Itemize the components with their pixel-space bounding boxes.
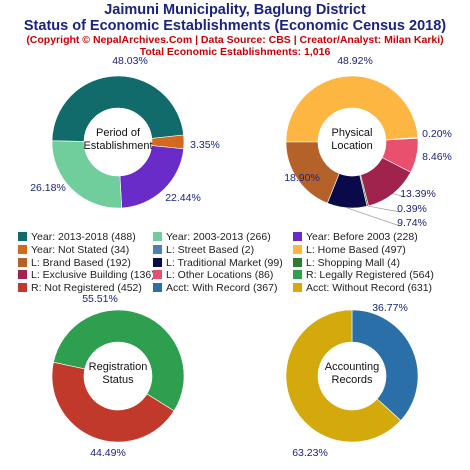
pct-label-year-2003-2013: 26.18% (30, 182, 66, 194)
leader-line (367, 205, 401, 213)
legend-swatch (293, 270, 302, 280)
pct-label-year-before-2003: 22.44% (165, 192, 201, 204)
legend-label: L: Exclusive Building (136) (31, 269, 155, 282)
slice-r-legally-registered (53, 309, 185, 412)
chart-center-title: Location (331, 140, 373, 152)
pct-label-l-traditional-market: 13.39% (400, 188, 436, 200)
legend-swatch (18, 283, 27, 293)
legend-item-year-2013-2018: Year: 2013-2018 (488) (18, 231, 136, 243)
pct-label-acct-with-record: 36.77% (372, 302, 408, 314)
legend-label: L: Traditional Market (99) (166, 256, 283, 269)
legend-label: Year: 2013-2018 (488) (31, 231, 136, 243)
legend-item-year-not-stated: Year: Not Stated (34) (18, 244, 129, 256)
legend-swatch (18, 257, 27, 267)
legend-label: Acct: Without Record (631) (306, 282, 433, 295)
legend-swatch (293, 257, 302, 267)
pct-label-l-exclusive-building: 8.46% (422, 151, 452, 163)
legend-item-acct-with-record: Acct: With Record (367) (153, 282, 277, 294)
legend-label: Year: Not Stated (34) (31, 243, 130, 256)
donut-hole (318, 108, 386, 176)
chart-center-title: Records (332, 374, 373, 386)
legend-label: R: Not Registered (452) (31, 282, 142, 295)
pct-label-l-street-based: 0.20% (422, 128, 452, 140)
legend-item-r-not-registered: R: Not Registered (452) (18, 282, 142, 294)
chart-center-title: Accounting (325, 361, 379, 373)
legend-label: Year: Before 2003 (228) (306, 231, 418, 243)
legend-item-l-other-locations: L: Other Locations (86) (153, 269, 273, 281)
pct-label-r-not-registered: 44.49% (90, 447, 126, 459)
legend-swatch (293, 283, 302, 293)
chart-center-title: Period of (96, 127, 141, 139)
legend-swatch (293, 244, 302, 254)
legend-item-year-2003-2013: Year: 2003-2013 (266) (153, 231, 271, 243)
legend-swatch (153, 244, 162, 254)
chart-center-title: Establishment (83, 140, 152, 152)
legend-label: Acct: With Record (367) (166, 282, 278, 295)
pct-label-year-2013-2018: 48.03% (112, 55, 148, 67)
legend-item-l-home-based: L: Home Based (497) (293, 244, 406, 256)
donut-hole (318, 342, 386, 410)
legend-item-acct-without-record: Acct: Without Record (631) (293, 282, 432, 294)
legend-label: Year: 2003-2013 (266) (166, 231, 271, 243)
legend-swatch (153, 232, 162, 241)
pct-label-l-shopping-mall: 0.39% (397, 203, 427, 215)
leader-line (393, 193, 406, 198)
chart-title: Jaimuni Municipality, Baglung District (104, 2, 366, 18)
chart-center-title: Registration (89, 361, 148, 373)
legend-item-year-before-2003: Year: Before 2003 (228) (293, 231, 418, 243)
legend-swatch (18, 244, 27, 254)
legend-item-l-brand-based: L: Brand Based (192) (18, 257, 131, 269)
legend-swatch (18, 232, 27, 241)
chart-center-title: Status (102, 374, 134, 386)
pct-label-l-home-based: 48.92% (337, 55, 373, 67)
pct-label-l-other-locations: 9.74% (397, 217, 427, 229)
legend-item-l-traditional-market: L: Traditional Market (99) (153, 257, 283, 269)
donut-hole (84, 342, 152, 410)
legend-swatch (293, 232, 302, 241)
legend-label: L: Other Locations (86) (166, 269, 274, 282)
legend-item-r-legally-registered: R: Legally Registered (564) (293, 269, 434, 281)
pct-label-l-brand-based: 18.90% (284, 172, 320, 184)
legend-item-l-shopping-mall: L: Shopping Mall (4) (293, 257, 400, 269)
legend-swatch (153, 283, 162, 293)
donut-hole (84, 108, 152, 176)
chart-subtitle: (Copyright © NepalArchives.Com | Data So… (26, 34, 444, 46)
legend-label: R: Legally Registered (564) (306, 269, 434, 282)
legend-swatch (18, 270, 27, 280)
pct-label-year-not-stated: 3.35% (190, 139, 220, 151)
leader-line (346, 207, 401, 227)
legend-label: L: Street Based (2) (166, 243, 255, 256)
legend-label: L: Shopping Mall (4) (306, 256, 400, 269)
legend-label: L: Home Based (497) (306, 243, 406, 256)
legend-label: L: Brand Based (192) (31, 256, 131, 269)
legend-item-l-exclusive-building: L: Exclusive Building (136) (18, 269, 155, 281)
legend-swatch (153, 270, 162, 280)
chart-header: Jaimuni Municipality, Baglung District S… (0, 0, 470, 58)
legend-swatch (153, 257, 162, 267)
pct-label-r-legally-registered: 55.51% (82, 293, 118, 305)
pct-label-acct-without-record: 63.23% (292, 447, 328, 459)
total-establishments: Total Economic Establishments: 1,016 (139, 46, 331, 58)
chart-title-line2: Status of Economic Establishments (Econo… (23, 18, 447, 34)
chart-center-title: Physical (332, 127, 373, 139)
legend-item-l-street-based: L: Street Based (2) (153, 244, 254, 256)
